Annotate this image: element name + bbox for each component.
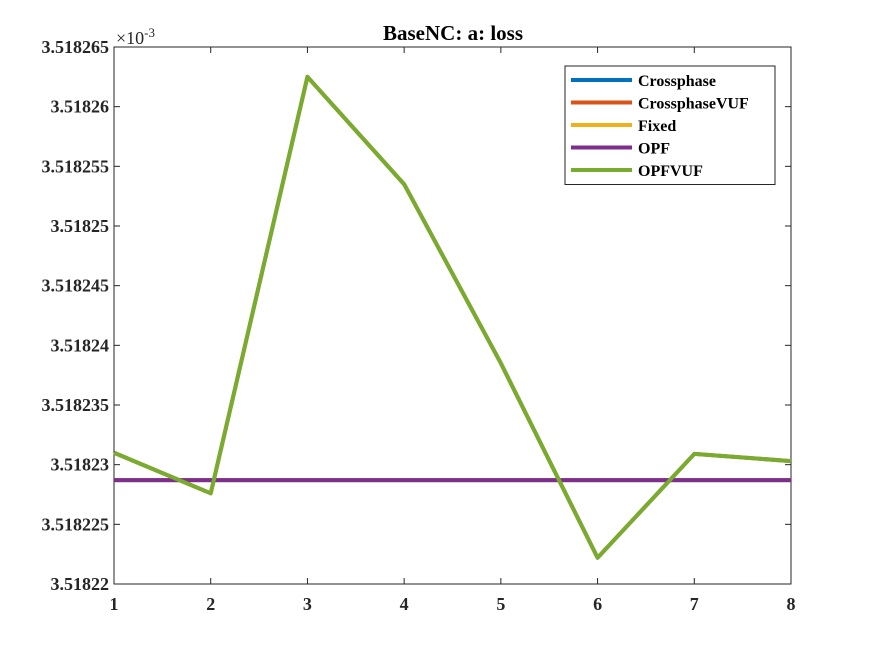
x-tick-label: 5 <box>496 594 505 614</box>
legend-label: CrossphaseVUF <box>638 96 749 113</box>
series-layer <box>113 74 792 560</box>
y-tick-label: 3.518265 <box>42 37 110 57</box>
x-tick-label: 7 <box>690 594 699 614</box>
y-exponent-label: ×10-3 <box>116 25 155 48</box>
series-line-opfvuf <box>113 74 792 560</box>
legend-label: OPF <box>638 141 670 158</box>
y-tick-label: 3.518255 <box>42 156 110 176</box>
y-exponent-power: -3 <box>144 25 155 40</box>
x-tick-label: 2 <box>206 594 215 614</box>
y-tick-label: 3.51824 <box>51 335 110 355</box>
axis-ticks: 1 2 3 4 5 6 7 8 3.51822 3.518225 3.51823 3.518235 3.… <box>42 37 796 614</box>
y-tick-label: 3.51826 <box>51 97 110 117</box>
x-tick-label: 6 <box>593 594 602 614</box>
y-tick-label: 3.51825 <box>51 216 110 236</box>
y-tick-label: 3.51823 <box>51 455 110 475</box>
x-tick-label: 4 <box>400 594 409 614</box>
x-tick-label: 8 <box>787 594 796 614</box>
x-tick-label: 1 <box>110 594 119 614</box>
y-tick-label: 3.518235 <box>42 395 110 415</box>
legend-label: OPFVUF <box>638 163 703 180</box>
y-tick-label: 3.518245 <box>42 276 110 296</box>
y-tick-label: 3.518225 <box>42 514 110 534</box>
legend-label: Fixed <box>638 118 676 135</box>
x-tick-label: 3 <box>303 594 312 614</box>
legend-label: Crossphase <box>638 73 716 90</box>
chart-title: BaseNC: a: loss <box>383 21 523 45</box>
legend: Crossphase CrossphaseVUF Fixed OPF OPFVUF <box>564 65 776 185</box>
y-tick-label: 3.51822 <box>51 574 110 594</box>
